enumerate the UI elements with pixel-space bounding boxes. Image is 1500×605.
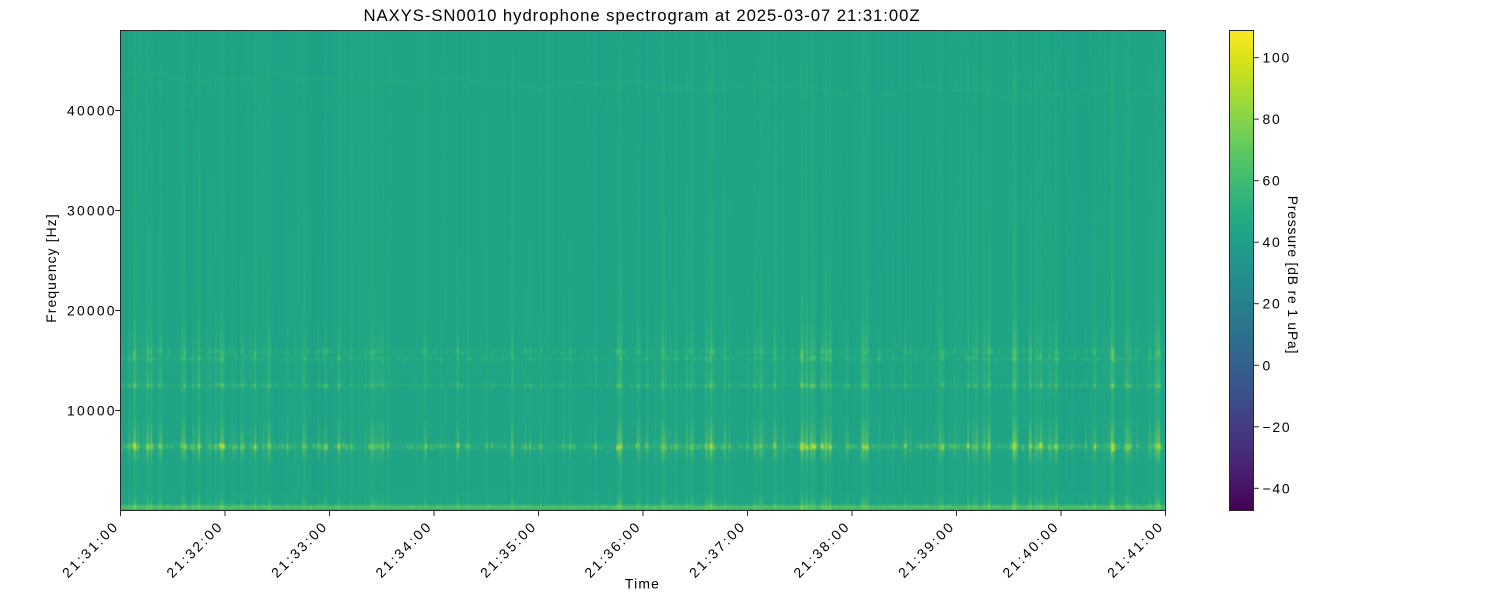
svg-text:NAXYS-SN0010 hydrophone spectr: NAXYS-SN0010 hydrophone spectrogram at 2…: [364, 6, 921, 25]
svg-text:Frequency [Hz]: Frequency [Hz]: [43, 213, 59, 323]
svg-text:80: 80: [1263, 111, 1282, 127]
svg-text:0: 0: [1263, 357, 1273, 373]
svg-text:−20: −20: [1263, 419, 1292, 435]
svg-text:30000: 30000: [67, 203, 117, 219]
svg-text:20: 20: [1263, 296, 1282, 312]
svg-text:Time: Time: [625, 576, 660, 592]
svg-text:40000: 40000: [67, 103, 117, 119]
svg-text:100: 100: [1263, 50, 1292, 66]
svg-text:10000: 10000: [67, 403, 117, 419]
svg-text:20000: 20000: [67, 303, 117, 319]
svg-text:−40: −40: [1263, 480, 1292, 496]
svg-text:Pressure [dB re 1 uPa]: Pressure [dB re 1 uPa]: [1285, 196, 1301, 355]
svg-text:60: 60: [1263, 173, 1282, 189]
svg-text:40: 40: [1263, 234, 1282, 250]
